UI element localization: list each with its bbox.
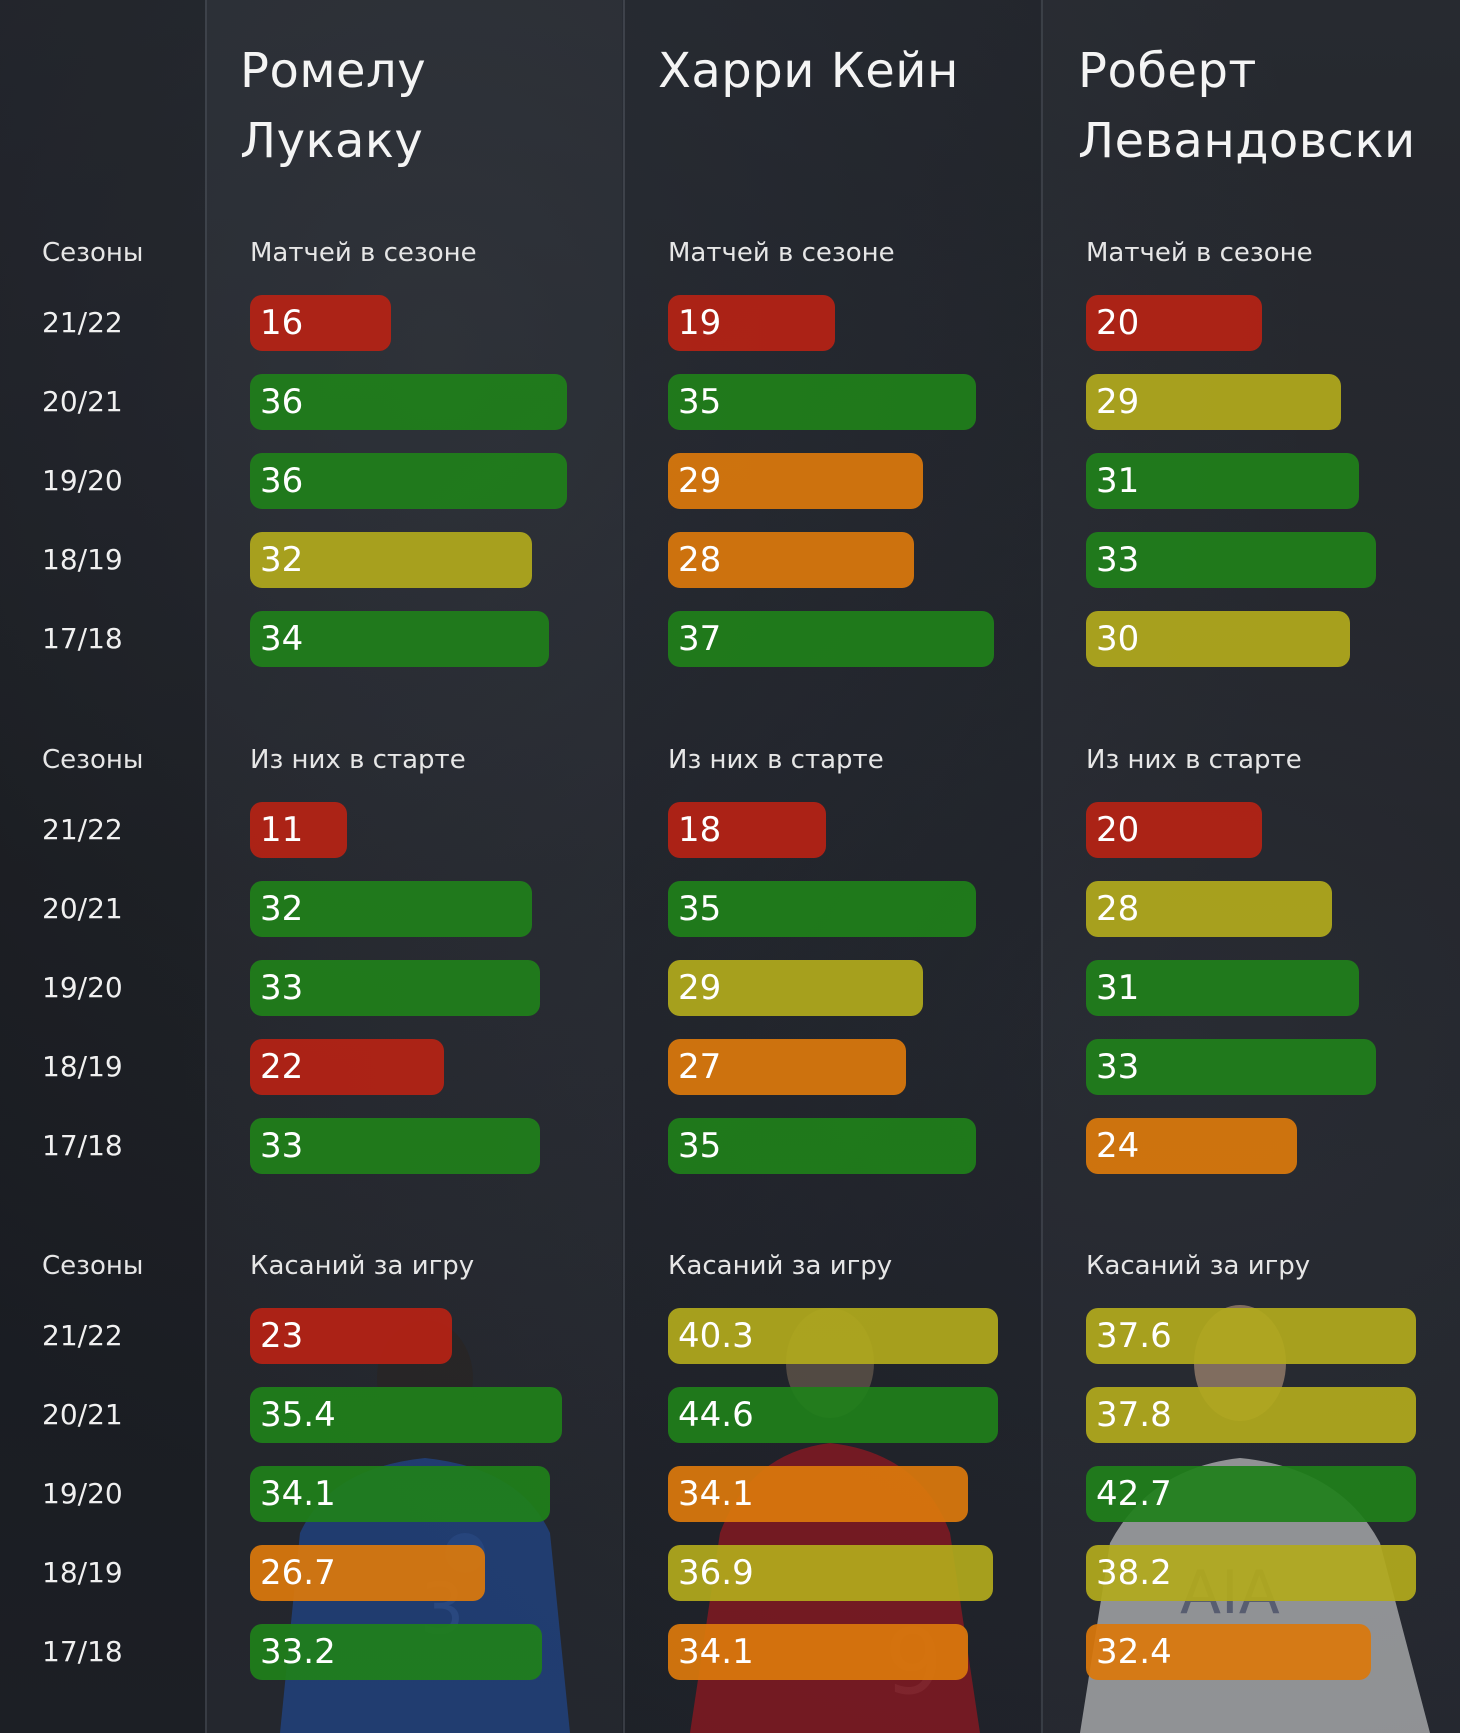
bar-value: 22 — [250, 1039, 444, 1095]
bar-value: 33.2 — [250, 1624, 543, 1680]
bar-value: 30 — [1086, 611, 1350, 667]
bar-value: 35 — [668, 881, 976, 937]
bar-value: 16 — [250, 295, 391, 351]
bar-value: 35.4 — [250, 1387, 562, 1443]
bar-value: 26.7 — [250, 1545, 485, 1601]
metric-title: Касаний за игру — [668, 1251, 893, 1281]
bar-value: 24 — [1086, 1118, 1298, 1174]
column-divider — [205, 0, 207, 1733]
bar-value: 31 — [1086, 453, 1359, 509]
seasons-header: Сезоны — [42, 1251, 144, 1281]
bar-value: 37.6 — [1086, 1308, 1416, 1364]
player-name-lukaku: Ромелу Лукаку — [240, 43, 427, 169]
metric-title: Матчей в сезоне — [1086, 238, 1313, 268]
season-label: 18/19 — [42, 1556, 123, 1589]
bar-value: 18 — [668, 802, 827, 858]
seasons-column-bg — [0, 0, 205, 1733]
seasons-header: Сезоны — [42, 745, 144, 775]
bar-value: 33 — [250, 1118, 541, 1174]
bar-value: 37 — [668, 611, 994, 667]
bar-value: 19 — [668, 295, 836, 351]
bar-value: 40.3 — [668, 1308, 998, 1364]
bar-value: 32 — [250, 881, 532, 937]
bar-value: 37.8 — [1086, 1387, 1416, 1443]
bar-value: 27 — [668, 1039, 906, 1095]
seasons-header: Сезоны — [42, 238, 144, 268]
metric-title: Матчей в сезоне — [250, 238, 477, 268]
bar-value: 11 — [250, 802, 347, 858]
column-divider — [1041, 0, 1043, 1733]
season-label: 18/19 — [42, 543, 123, 576]
bar-value: 28 — [668, 532, 915, 588]
bar-value: 42.7 — [1086, 1466, 1416, 1522]
season-label: 21/22 — [42, 813, 123, 846]
player-name-kane: Харри Кейн — [658, 43, 959, 99]
metric-title: Касаний за игру — [1086, 1251, 1311, 1281]
bar-value: 36.9 — [668, 1545, 993, 1601]
season-label: 21/22 — [42, 1319, 123, 1352]
bar-value: 36 — [250, 374, 567, 430]
bar-value: 29 — [668, 960, 924, 1016]
bar-value: 35 — [668, 1118, 976, 1174]
bar-value: 34.1 — [668, 1466, 969, 1522]
season-label: 20/21 — [42, 892, 123, 925]
bar-value: 34 — [250, 611, 550, 667]
bar-value: 32.4 — [1086, 1624, 1372, 1680]
season-label: 20/21 — [42, 1398, 123, 1431]
metric-title: Из них в старте — [1086, 745, 1302, 775]
bar-value: 33 — [250, 960, 541, 1016]
season-label: 19/20 — [42, 464, 123, 497]
bar-value: 36 — [250, 453, 567, 509]
bar-value: 38.2 — [1086, 1545, 1416, 1601]
bar-value: 29 — [1086, 374, 1342, 430]
season-label: 19/20 — [42, 1477, 123, 1510]
metric-title: Из них в старте — [250, 745, 466, 775]
bar-value: 20 — [1086, 295, 1262, 351]
season-label: 17/18 — [42, 1635, 123, 1668]
bar-value: 34.1 — [668, 1624, 969, 1680]
player-name-lewandowski: Роберт Левандовски — [1078, 43, 1416, 169]
bar-value: 33 — [1086, 1039, 1377, 1095]
bar-value: 23 — [250, 1308, 453, 1364]
bar-value: 32 — [250, 532, 532, 588]
bar-value: 34.1 — [250, 1466, 551, 1522]
bar-value: 33 — [1086, 532, 1377, 588]
bar-value: 28 — [1086, 881, 1333, 937]
season-label: 17/18 — [42, 622, 123, 655]
season-label: 21/22 — [42, 306, 123, 339]
season-label: 19/20 — [42, 971, 123, 1004]
metric-title: Касаний за игру — [250, 1251, 475, 1281]
bar-value: 20 — [1086, 802, 1262, 858]
bar-value: 44.6 — [668, 1387, 998, 1443]
metric-title: Из них в старте — [668, 745, 884, 775]
season-label: 18/19 — [42, 1050, 123, 1083]
bar-value: 29 — [668, 453, 924, 509]
metric-title: Матчей в сезоне — [668, 238, 895, 268]
season-label: 20/21 — [42, 385, 123, 418]
bar-value: 31 — [1086, 960, 1359, 1016]
column-divider — [623, 0, 625, 1733]
bar-value: 35 — [668, 374, 976, 430]
season-label: 17/18 — [42, 1129, 123, 1162]
